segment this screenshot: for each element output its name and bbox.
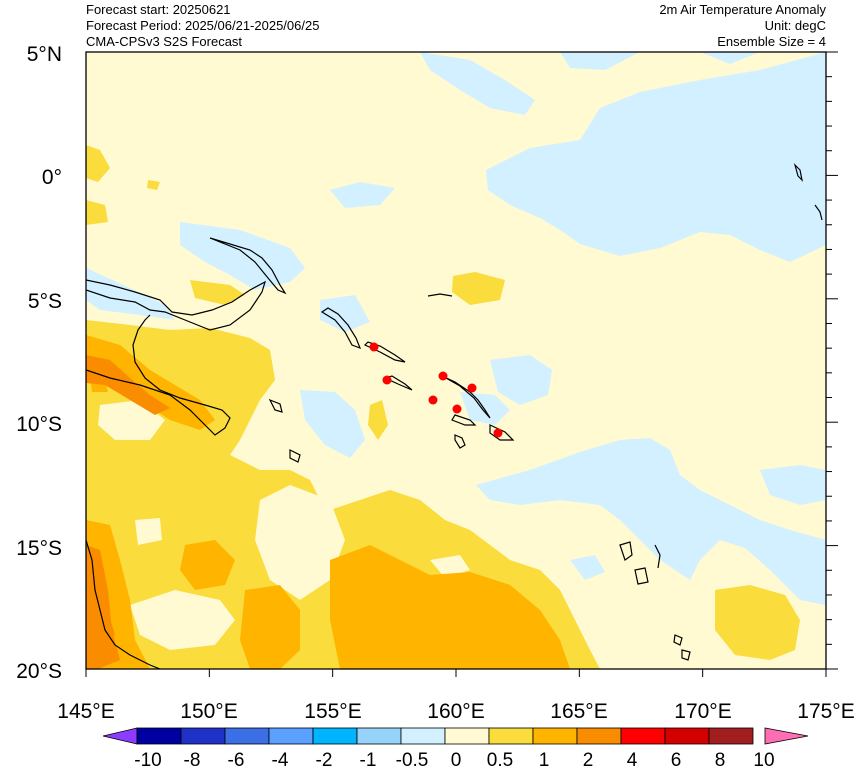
unit-text: Unit: degC [764,18,826,33]
colorbar-box [400,727,446,745]
colorbar-low-arrow [102,727,138,745]
colorbar-box [532,727,578,745]
colorbar-box [312,727,358,745]
colorbar-box [224,727,270,745]
colorbar-label: -4 [272,750,289,771]
lat-labels: 5°N 0° 5°S 10°S 15°S 20°S [16,43,62,683]
lat-label: 0° [42,166,62,189]
lat-label: 5°S [28,290,62,313]
colorbar-label: -6 [228,750,245,771]
colorbar-boxes [136,727,754,745]
lat-label: 15°S [16,537,62,560]
colorbar-box [268,727,314,745]
colorbar-box [444,727,490,745]
station-marker [452,404,462,414]
colorbar-label: 1 [539,750,550,771]
negative-anomaly-regions [86,52,826,605]
coastlines [86,162,823,669]
colorbar-label: 0 [451,750,462,771]
colorbar-label: -10 [134,750,161,771]
lon-label: 150°E [180,700,237,723]
colorbar-high-arrow [764,727,809,745]
station-marker [369,342,379,352]
lat-label: 10°S [16,413,62,436]
colorbar-label: -1 [360,750,377,771]
colorbar-box [576,727,622,745]
header-left: Forecast start: 20250621 Forecast Period… [86,2,319,50]
colorbar-label: 4 [627,750,638,771]
colorbar-box [708,727,754,745]
station-marker [467,383,477,393]
lon-label: 155°E [304,700,361,723]
colorbar-box [664,727,710,745]
lon-label: 165°E [550,700,607,723]
lon-labels: 145°E 150°E 155°E 160°E 165°E 170°E 175°… [57,700,854,723]
station-marker [438,371,448,381]
colorbar-box [356,727,402,745]
colorbar-label: -8 [184,750,201,771]
lon-label: 160°E [427,700,484,723]
colorbar-box [488,727,534,745]
forecast-start-text: Forecast start: 20250621 [86,2,231,17]
header-right: 2m Air Temperature Anomaly Unit: degC En… [659,2,826,50]
station-marker [382,375,392,385]
lon-label: 145°E [57,700,114,723]
forecast-period-text: Forecast Period: 2025/06/21-2025/06/25 [86,18,320,33]
lon-label: 175°E [797,700,854,723]
colorbar-label: -0.5 [396,750,429,771]
station-marker [428,395,438,405]
colorbar: -10 -8 -6 -4 -2 -1 -0.5 0 0.5 1 2 4 6 8 … [102,727,809,771]
colorbar-label: 6 [671,750,682,771]
lat-label: 5°N [27,43,62,66]
ensemble-size-text: Ensemble Size = 4 [717,34,826,49]
station-marker [493,428,503,438]
variable-title: 2m Air Temperature Anomaly [659,2,826,17]
model-name-text: CMA-CPSv3 S2S Forecast [86,34,243,49]
anomaly-field [86,52,826,669]
colorbar-box [180,727,226,745]
axis-ticks [85,51,838,677]
colorbar-label: 10 [753,750,774,771]
station-markers [369,342,503,438]
colorbar-labels: -10 -8 -6 -4 -2 -1 -0.5 0 0.5 1 2 4 6 8 … [134,750,774,771]
lon-label: 170°E [674,700,731,723]
colorbar-label: 8 [715,750,726,771]
colorbar-label: 2 [583,750,594,771]
colorbar-label: 0.5 [487,750,513,771]
colorbar-box [620,727,666,745]
lat-label: 20°S [16,660,62,683]
colorbar-box [136,727,182,745]
colorbar-label: -2 [316,750,333,771]
